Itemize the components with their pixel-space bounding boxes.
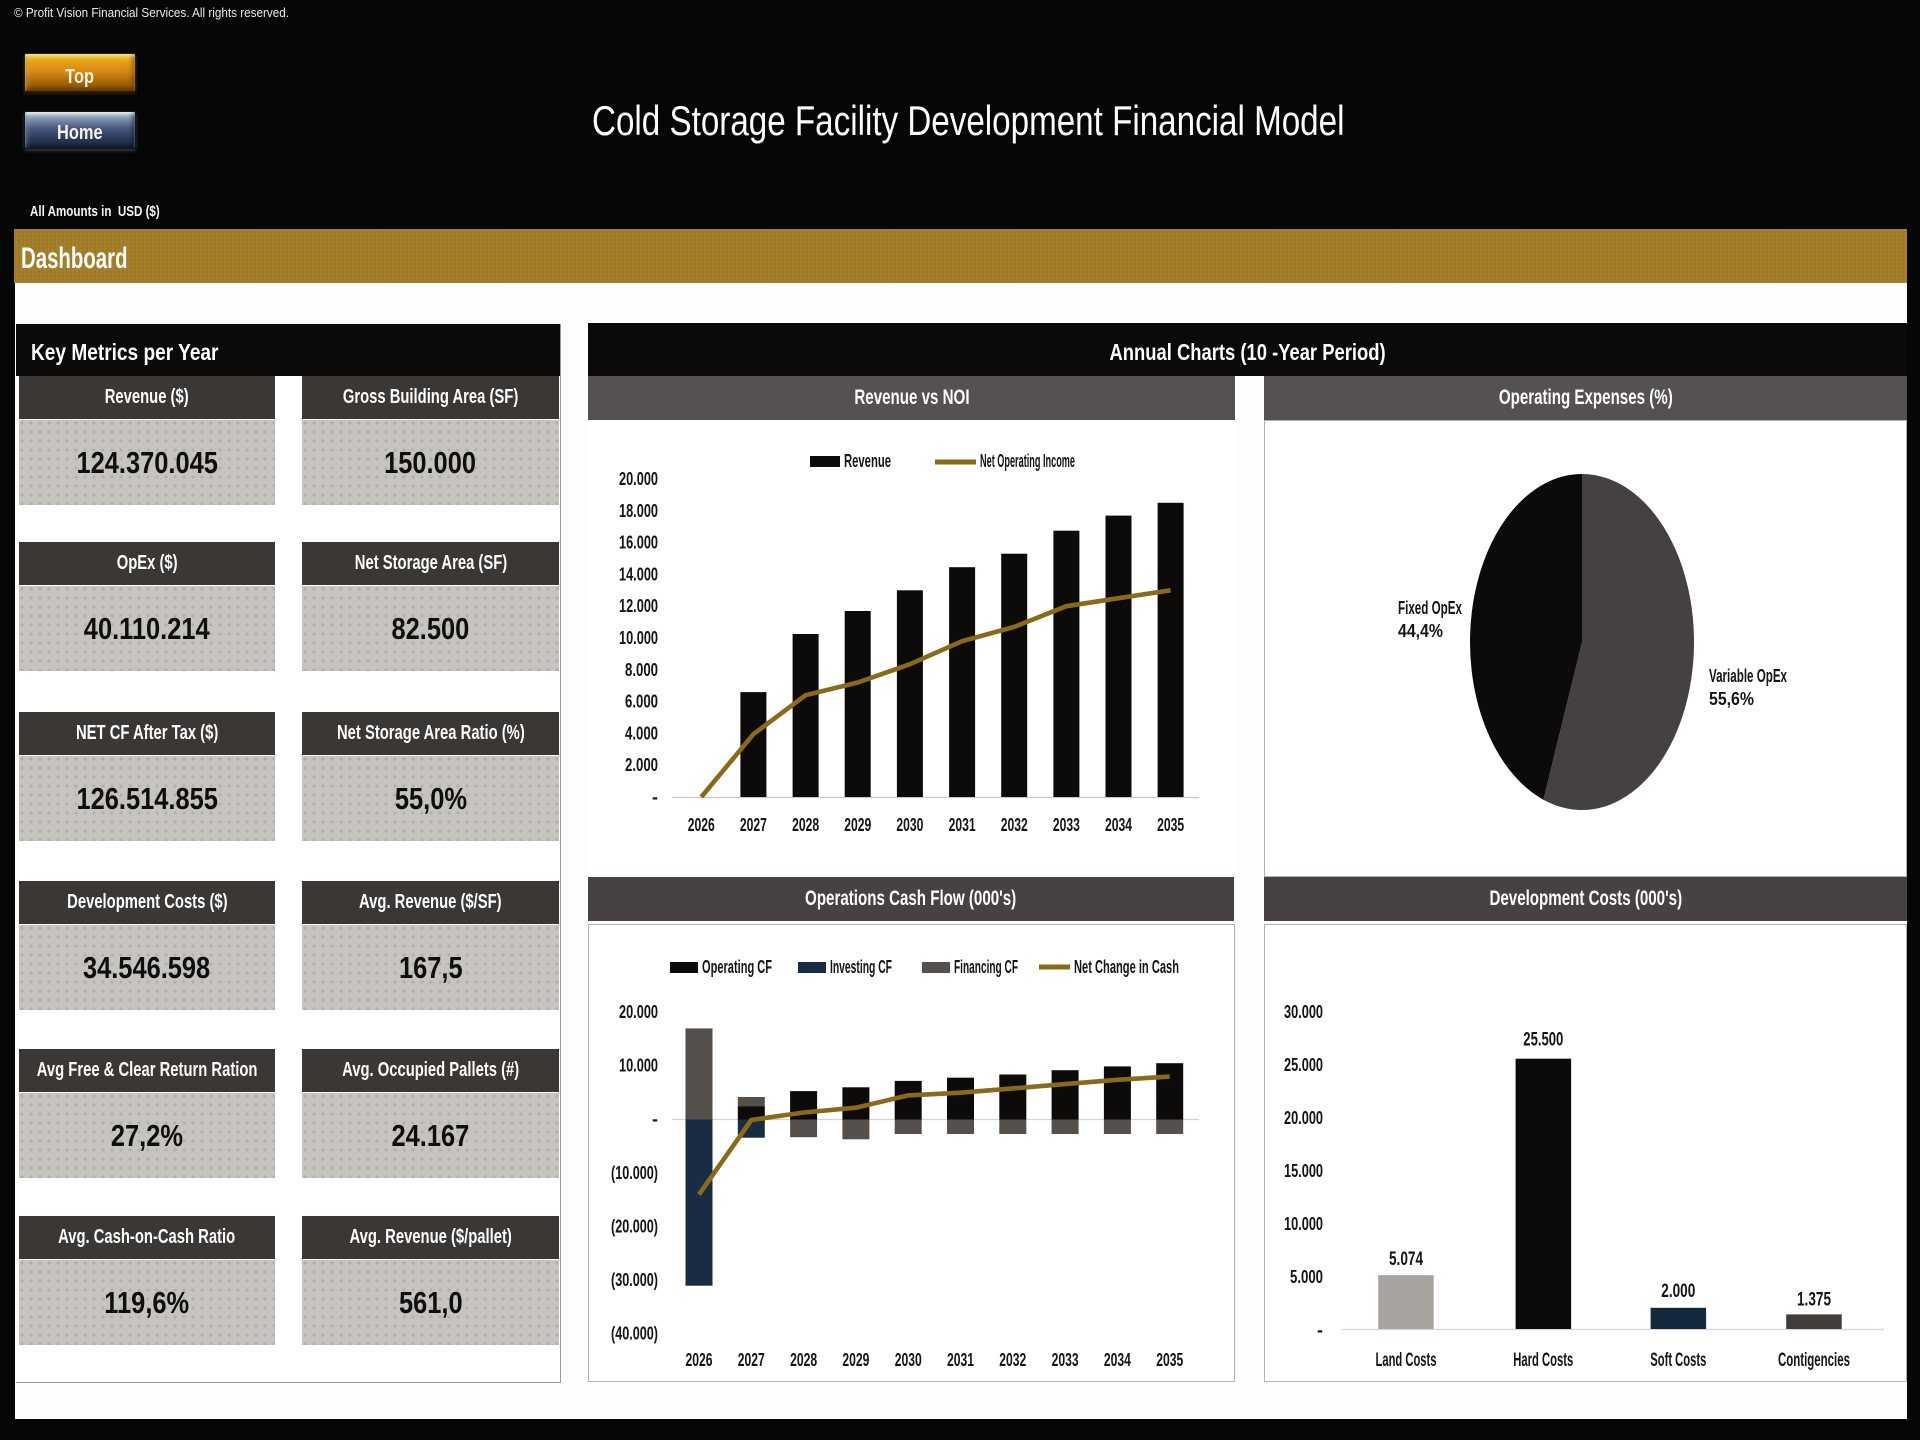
- svg-text:-: -: [652, 787, 658, 807]
- svg-text:2031: 2031: [947, 1350, 974, 1370]
- svg-text:5.000: 5.000: [1290, 1267, 1323, 1287]
- svg-text:2026: 2026: [688, 815, 715, 835]
- svg-text:2029: 2029: [842, 1350, 869, 1370]
- svg-text:2034: 2034: [1105, 815, 1132, 835]
- svg-text:Revenue: Revenue: [844, 451, 891, 471]
- svg-text:2033: 2033: [1053, 815, 1080, 835]
- svg-text:-: -: [1317, 1320, 1323, 1340]
- svg-text:12.000: 12.000: [619, 596, 658, 616]
- svg-text:8.000: 8.000: [625, 660, 658, 680]
- svg-text:2030: 2030: [895, 1350, 922, 1370]
- svg-text:Net Operating Income: Net Operating Income: [980, 451, 1075, 471]
- svg-text:16.000: 16.000: [619, 533, 658, 553]
- svg-text:14.000: 14.000: [619, 564, 658, 584]
- svg-text:20.000: 20.000: [619, 1002, 658, 1022]
- svg-text:2034: 2034: [1104, 1350, 1131, 1370]
- svg-text:2029: 2029: [844, 815, 871, 835]
- svg-text:2.000: 2.000: [1661, 1281, 1695, 1302]
- svg-text:2026: 2026: [686, 1350, 713, 1370]
- svg-text:10.000: 10.000: [1284, 1214, 1323, 1234]
- svg-text:Net Change in Cash: Net Change in Cash: [1074, 957, 1179, 977]
- svg-text:2031: 2031: [949, 815, 976, 835]
- svg-text:30.000: 30.000: [1284, 1002, 1323, 1022]
- svg-text:6.000: 6.000: [625, 692, 658, 712]
- svg-text:(30.000): (30.000): [611, 1270, 658, 1290]
- svg-text:2032: 2032: [999, 1350, 1026, 1370]
- svg-text:Contigencies: Contigencies: [1778, 1350, 1850, 1371]
- svg-text:Investing CF: Investing CF: [830, 957, 892, 977]
- svg-text:2035: 2035: [1156, 1350, 1183, 1370]
- svg-text:20.000: 20.000: [619, 469, 658, 489]
- svg-text:2027: 2027: [740, 815, 767, 835]
- svg-text:-: -: [652, 1109, 658, 1129]
- svg-text:4.000: 4.000: [625, 723, 658, 743]
- svg-text:1.375: 1.375: [1797, 1289, 1831, 1310]
- svg-text:(20.000): (20.000): [611, 1216, 658, 1236]
- svg-text:10.000: 10.000: [619, 1056, 658, 1076]
- svg-text:20.000: 20.000: [1284, 1108, 1323, 1128]
- svg-text:Fixed OpEx: Fixed OpEx: [1398, 598, 1462, 618]
- svg-text:18.000: 18.000: [619, 501, 658, 521]
- svg-text:5.074: 5.074: [1389, 1249, 1423, 1270]
- svg-text:2035: 2035: [1157, 815, 1184, 835]
- svg-text:(10.000): (10.000): [611, 1163, 658, 1183]
- svg-text:2.000: 2.000: [625, 755, 658, 775]
- svg-text:Operating CF: Operating CF: [702, 957, 772, 977]
- svg-text:55,6%: 55,6%: [1709, 689, 1754, 709]
- svg-text:2027: 2027: [738, 1350, 765, 1370]
- svg-text:2028: 2028: [790, 1350, 817, 1370]
- svg-text:15.000: 15.000: [1284, 1161, 1323, 1181]
- svg-text:2030: 2030: [896, 815, 923, 835]
- svg-text:10.000: 10.000: [619, 628, 658, 648]
- svg-text:(40.000): (40.000): [611, 1324, 658, 1344]
- svg-text:2028: 2028: [792, 815, 819, 835]
- svg-text:25.500: 25.500: [1523, 1030, 1563, 1051]
- svg-text:2032: 2032: [1001, 815, 1028, 835]
- svg-text:2033: 2033: [1052, 1350, 1079, 1370]
- svg-text:Variable OpEx: Variable OpEx: [1709, 666, 1787, 686]
- svg-text:Hard Costs: Hard Costs: [1513, 1350, 1573, 1371]
- svg-text:Financing CF: Financing CF: [954, 957, 1018, 977]
- svg-text:25.000: 25.000: [1284, 1055, 1323, 1075]
- svg-text:Soft Costs: Soft Costs: [1650, 1350, 1706, 1371]
- svg-text:44,4%: 44,4%: [1398, 621, 1443, 641]
- svg-text:Land Costs: Land Costs: [1376, 1350, 1437, 1371]
